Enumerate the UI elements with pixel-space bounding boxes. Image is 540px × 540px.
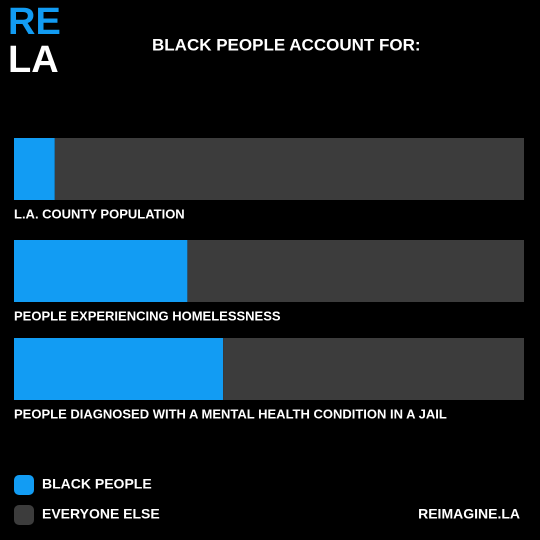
chart-title: BLACK PEOPLE ACCOUNT FOR: (152, 35, 421, 54)
logo-bottom: LA (8, 39, 59, 81)
bar-segment (14, 338, 224, 400)
bar-segment (14, 138, 55, 200)
category-label: L.A. COUNTY POPULATION (14, 206, 185, 221)
bar-segment (223, 338, 524, 400)
legend-label: EVERYONE ELSE (42, 506, 160, 522)
logo-top: RE (8, 1, 61, 43)
bar-segment (187, 240, 524, 302)
footer: REIMAGINE.LA (418, 506, 520, 522)
legend-swatch (14, 475, 34, 495)
category-label: PEOPLE DIAGNOSED WITH A MENTAL HEALTH CO… (14, 406, 447, 421)
category-label: PEOPLE EXPERIENCING HOMELESSNESS (14, 308, 281, 323)
legend-label: BLACK PEOPLE (42, 476, 152, 492)
legend-swatch (14, 505, 34, 525)
bar-segment (14, 240, 188, 302)
bar-segment (54, 138, 525, 200)
